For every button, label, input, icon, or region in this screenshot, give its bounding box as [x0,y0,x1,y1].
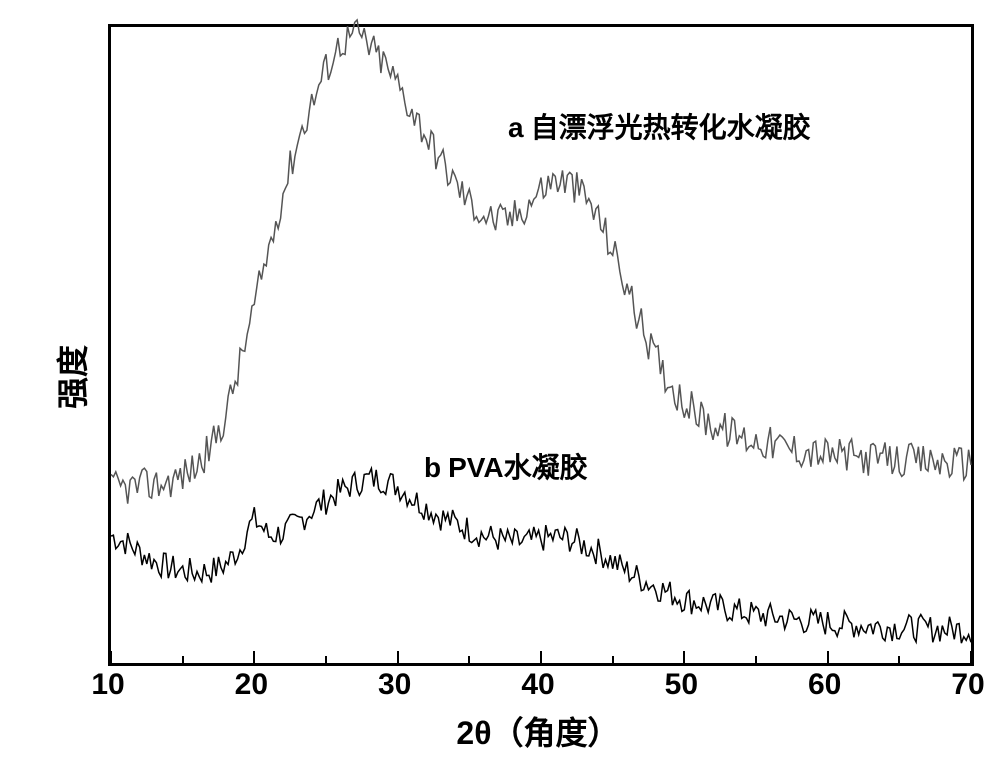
x-minor-tick [898,656,900,663]
series-a-text: 自漂浮光热转化水凝胶 [531,113,811,144]
x-minor-tick [182,656,184,663]
series-b-label: b PVA水凝胶 [424,446,588,486]
x-tick [110,651,112,663]
x-minor-tick [612,656,614,663]
x-minor-tick [468,656,470,663]
x-tick-label: 60 [808,668,841,702]
xlabel-prefix: 2θ [456,715,491,751]
x-tick [683,651,685,663]
x-minor-tick [325,656,327,663]
xrd-chart: 强度 2θ（角度） a 自漂浮光热转化水凝胶 b PVA水凝胶 10 20 30 40… [0,0,1000,782]
x-minor-tick [755,656,757,663]
xlabel-mid: 角度 [524,715,588,751]
x-tick [397,651,399,663]
series-b-line [111,468,971,643]
xlabel-close: ） [588,715,620,751]
x-tick [540,651,542,663]
x-tick [970,651,972,663]
series-a-prefix: a [508,112,524,143]
y-axis-label: 强度 [48,345,94,409]
x-tick [253,651,255,663]
x-tick-label: 20 [235,668,268,702]
x-tick [827,651,829,663]
x-tick-label: 70 [951,668,984,702]
x-axis-label: 2θ（角度） [456,708,619,754]
x-tick-label: 50 [665,668,698,702]
xlabel-open: （ [492,715,524,751]
series-b-prefix: b [424,452,441,483]
series-a-line [111,20,971,504]
x-tick-label: 40 [521,668,554,702]
x-tick-label: 10 [91,668,124,702]
series-a-label: a 自漂浮光热转化水凝胶 [508,106,811,146]
series-b-text: PVA水凝胶 [448,452,588,483]
x-tick-label: 30 [378,668,411,702]
